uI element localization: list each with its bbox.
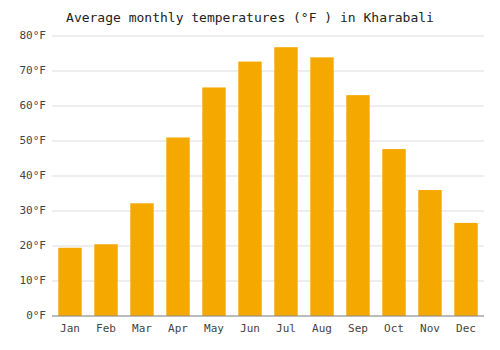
x-tick-label: Apr xyxy=(168,322,188,335)
bar xyxy=(94,244,117,316)
grid xyxy=(52,36,484,316)
x-tick-label: Sep xyxy=(348,322,368,335)
x-tick-label: May xyxy=(204,322,224,335)
y-axis: 0°F 10°F 20°F 30°F 40°F 50°F 60°F 70°F 80°F xyxy=(20,29,47,322)
bar xyxy=(166,138,189,317)
y-tick-label: 70°F xyxy=(20,64,47,77)
bar xyxy=(382,149,405,316)
y-tick-label: 10°F xyxy=(20,274,47,287)
bar xyxy=(310,57,333,316)
grid-line xyxy=(52,71,484,72)
y-tick-label: 0°F xyxy=(26,309,46,322)
bar xyxy=(418,190,441,316)
x-tick-label: Jul xyxy=(276,322,296,335)
bar xyxy=(130,203,153,316)
y-tick-label: 50°F xyxy=(20,134,47,147)
bar xyxy=(238,62,261,316)
grid-line xyxy=(52,141,484,142)
x-tick-label: Jan xyxy=(60,322,80,335)
x-tick-label: Aug xyxy=(312,322,332,335)
chart-svg: 0°F 10°F 20°F 30°F 40°F 50°F 60°F 70°F 80°F Jan Fe… xyxy=(0,0,500,350)
y-tick-label: 40°F xyxy=(20,169,47,182)
x-tick-label: Feb xyxy=(96,322,116,335)
bar xyxy=(274,47,297,316)
x-tick-label: Nov xyxy=(420,322,440,335)
title: Average monthly temperatures (°F ) in Kh… xyxy=(66,10,434,25)
bars xyxy=(58,47,477,316)
y-tick-label: 20°F xyxy=(20,239,47,252)
grid-line xyxy=(52,316,484,317)
grid-line xyxy=(52,176,484,177)
x-tick-label: Jun xyxy=(240,322,260,335)
bar xyxy=(58,248,81,316)
x-tick-label: Dec xyxy=(456,322,476,335)
chart-container: 0°F 10°F 20°F 30°F 40°F 50°F 60°F 70°F 80°F Jan Fe… xyxy=(0,0,500,350)
x-axis-line xyxy=(52,316,484,317)
grid-line xyxy=(52,106,484,107)
bar xyxy=(346,95,369,316)
y-tick-label: 30°F xyxy=(20,204,47,217)
bar xyxy=(454,223,477,316)
y-tick-label: 80°F xyxy=(20,29,47,42)
grid-line xyxy=(52,36,484,37)
bar xyxy=(202,87,225,316)
y-tick-label: 60°F xyxy=(20,99,47,112)
background xyxy=(0,0,500,350)
x-tick-label: Oct xyxy=(384,322,404,335)
x-axis: Jan Feb Mar Apr May Jun Jul Aug Sep Oct Nov Dec xyxy=(52,316,484,335)
x-tick-label: Mar xyxy=(132,322,152,335)
